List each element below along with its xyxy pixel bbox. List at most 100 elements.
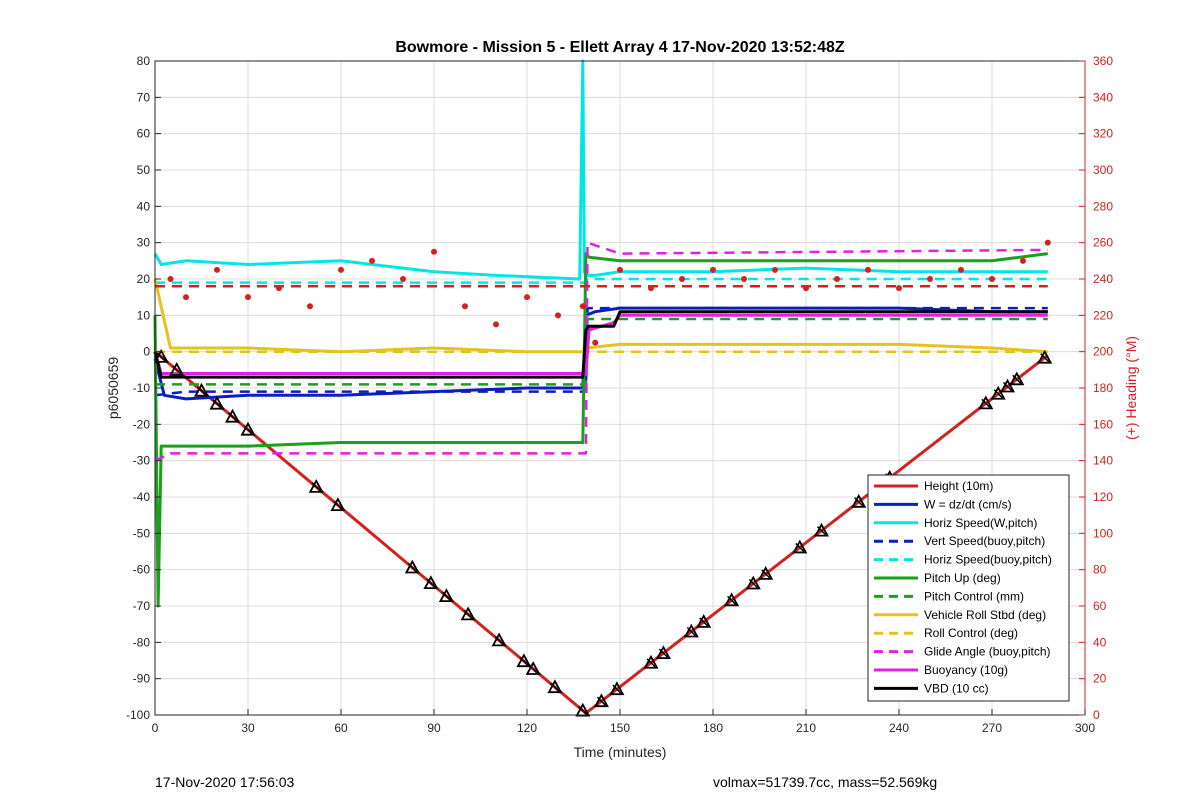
dive-marker-triangle bbox=[547, 679, 563, 694]
dive-marker-triangle bbox=[169, 361, 185, 376]
dive-marker-triangle bbox=[153, 348, 169, 363]
x-tick-label: 0 bbox=[152, 721, 159, 735]
dive-marker-triangle bbox=[593, 693, 609, 708]
x-tick-label: 120 bbox=[517, 721, 537, 735]
y-right-tick-label: 340 bbox=[1093, 90, 1113, 104]
y-left-tick-label: -40 bbox=[133, 490, 151, 504]
y-right-tick-label: 360 bbox=[1093, 54, 1113, 68]
y-right-tick-label: 260 bbox=[1093, 236, 1113, 250]
y-right-tick-label: 20 bbox=[1093, 672, 1107, 686]
dive-marker-triangle bbox=[745, 575, 761, 590]
y-left-tick-label: 70 bbox=[137, 90, 151, 104]
legend-label: Vehicle Roll Stbd (deg) bbox=[924, 608, 1046, 622]
y-left-tick-label: 50 bbox=[137, 163, 151, 177]
dive-marker-cross bbox=[1012, 374, 1022, 384]
y-left-tick-label: 40 bbox=[137, 199, 151, 213]
heading-point bbox=[679, 276, 685, 282]
dive-marker-cross bbox=[156, 352, 166, 362]
y-right-tick-label: 0 bbox=[1093, 708, 1100, 722]
chart-title: Bowmore - Mission 5 - Ellett Array 4 17-… bbox=[395, 39, 845, 56]
y-right-tick-label: 280 bbox=[1093, 199, 1113, 213]
x-tick-label: 90 bbox=[427, 721, 441, 735]
dive-marker-triangle bbox=[209, 395, 225, 410]
y-left-tick-label: -90 bbox=[133, 672, 151, 686]
heading-point bbox=[958, 266, 964, 273]
y-left-tick-label: 30 bbox=[137, 236, 151, 250]
legend-box bbox=[867, 474, 1070, 702]
dive-marker-cross bbox=[578, 706, 588, 716]
dive-marker-cross bbox=[981, 398, 991, 408]
dive-marker-cross bbox=[761, 569, 771, 579]
heading-point bbox=[214, 266, 220, 273]
y-right-tick-label: 140 bbox=[1093, 454, 1113, 468]
dive-marker-triangle bbox=[655, 645, 671, 660]
dive-marker-cross bbox=[494, 635, 504, 645]
series-line-horiz-speed-w-pitch bbox=[153, 59, 1048, 281]
right-axis-ticks: 3603403203002802602402202001801601401201… bbox=[1079, 54, 1113, 722]
heading-point bbox=[493, 321, 499, 328]
dive-marker-cross bbox=[227, 412, 238, 422]
dive-marker-triangle bbox=[999, 378, 1016, 393]
x-tick-label: 300 bbox=[1075, 721, 1095, 735]
dive-marker-triangle bbox=[1037, 349, 1053, 364]
heading-point bbox=[741, 276, 747, 282]
heading-point bbox=[989, 276, 995, 282]
y-left-tick-label: 80 bbox=[137, 54, 151, 68]
legend-label: Pitch Up (deg) bbox=[924, 571, 1001, 585]
dive-marker-cross bbox=[311, 482, 321, 492]
dive-marker-triangle bbox=[423, 575, 439, 590]
heading-point bbox=[617, 266, 623, 273]
y-left-tick-label: 20 bbox=[137, 272, 151, 286]
y-right-tick-label: 320 bbox=[1093, 127, 1113, 141]
dive-marker-triangle bbox=[643, 654, 659, 669]
heading-point bbox=[834, 276, 840, 282]
legend-label: Pitch Control (mm) bbox=[924, 589, 1024, 603]
legend-label: Glide Angle (buoy,pitch) bbox=[924, 645, 1051, 659]
heading-point bbox=[524, 294, 530, 301]
dive-marker-triangle bbox=[224, 408, 241, 423]
legend-label: Buoyancy (10g) bbox=[924, 663, 1008, 677]
y-right-tick-label: 80 bbox=[1093, 563, 1107, 577]
x-tick-label: 270 bbox=[982, 721, 1002, 735]
y-left-tick-label: -30 bbox=[133, 454, 151, 468]
point-marker-layer bbox=[153, 348, 1053, 717]
heading-point bbox=[1044, 239, 1051, 246]
dive-marker-triangle bbox=[813, 522, 830, 537]
dive-marker-cross bbox=[441, 591, 451, 601]
dive-marker-triangle bbox=[193, 382, 210, 397]
y-axis-right-label: (+) Heading (°M) bbox=[1123, 336, 1139, 440]
y-left-tick-label: 0 bbox=[143, 345, 150, 359]
y-right-tick-label: 180 bbox=[1093, 381, 1113, 395]
heading-point bbox=[338, 266, 344, 273]
y-left-tick-label: 10 bbox=[137, 308, 151, 322]
dive-marker-triangle bbox=[683, 623, 699, 638]
heading-point bbox=[592, 339, 599, 346]
dive-marker-triangle bbox=[990, 385, 1006, 400]
dive-marker-cross bbox=[212, 399, 222, 409]
dive-marker-triangle bbox=[491, 632, 507, 647]
legend-label: Horiz Speed(buoy,pitch) bbox=[924, 553, 1052, 567]
dive-marker-cross bbox=[1002, 381, 1013, 392]
legend-label: Horiz Speed(W,pitch) bbox=[924, 516, 1037, 530]
dive-marker-cross bbox=[646, 658, 656, 668]
heading-point bbox=[431, 248, 437, 255]
dive-marker-triangle bbox=[696, 614, 712, 628]
dive-marker-triangle bbox=[792, 539, 808, 554]
dive-marker-cross bbox=[795, 542, 805, 552]
dive-marker-triangle bbox=[525, 661, 541, 675]
dive-marker-triangle bbox=[724, 592, 740, 607]
y-axis-left-label: p6050659 bbox=[105, 357, 121, 420]
heading-point bbox=[183, 294, 189, 301]
legend-label: Roll Control (deg) bbox=[924, 626, 1018, 640]
dive-marker-cross bbox=[854, 497, 864, 507]
legend-label: VBD (10 cc) bbox=[924, 681, 989, 695]
dive-marker-cross bbox=[426, 578, 436, 588]
heading-point bbox=[245, 294, 251, 301]
heading-point bbox=[369, 257, 375, 264]
dive-marker-cross bbox=[612, 684, 622, 694]
dive-marker-triangle bbox=[240, 421, 256, 436]
heading-point bbox=[462, 303, 468, 310]
dive-marker-triangle bbox=[330, 497, 346, 512]
y-right-tick-label: 40 bbox=[1093, 635, 1107, 649]
